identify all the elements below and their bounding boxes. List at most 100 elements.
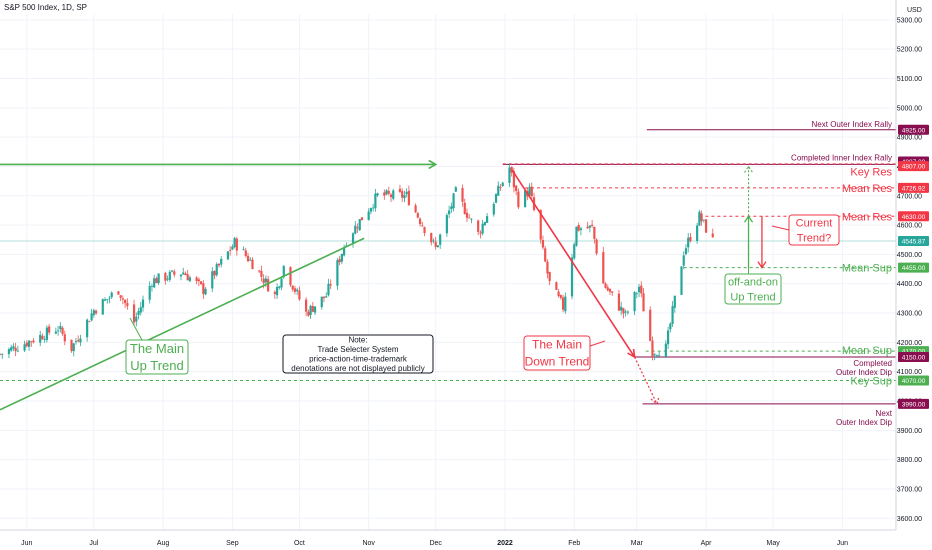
level-4925-badge-label: 4925.00 [902, 127, 926, 134]
candle-body [468, 217, 471, 219]
candle-body [577, 225, 580, 231]
level-4630-badge-label: 4630.00 [902, 214, 926, 221]
candle-body [696, 225, 699, 241]
candle-body [465, 212, 469, 218]
candle-body [273, 291, 276, 294]
candle-body [280, 278, 283, 288]
candle-body [204, 288, 207, 295]
candle-body [611, 291, 614, 293]
candle-body [479, 232, 482, 234]
y-tick-label: 3600.00 [897, 516, 922, 523]
down-trend-projection [634, 356, 658, 405]
candle-body [387, 191, 390, 194]
candle-body [448, 210, 451, 215]
y-tick-label: 4500.00 [897, 252, 922, 259]
level-4726-badge-label: 4726.92 [902, 185, 926, 192]
candle-body [499, 187, 502, 188]
note-callout-box [282, 334, 434, 374]
x-tick-label: May [766, 540, 780, 547]
label-completed-outer-dip-1: Completed [853, 359, 892, 368]
candle-body [517, 191, 520, 208]
candle-body [41, 335, 44, 340]
level-4807-red-badge-label: 4807.00 [902, 164, 926, 171]
candle-body [403, 195, 406, 199]
candle-body [405, 191, 408, 195]
candle-body [523, 190, 527, 207]
candle-body [233, 238, 236, 248]
candle-body [392, 190, 395, 199]
candle-body [689, 236, 692, 242]
note-callout-text-1: Note: [348, 336, 367, 345]
candle-body [588, 225, 591, 228]
candle-body [604, 283, 607, 288]
label-mean-res-1: Mean Res [842, 183, 893, 195]
candle-body [711, 233, 714, 238]
off-on-callout-text-1: off-and-on [728, 276, 778, 288]
level-4726-badge [898, 182, 929, 193]
candle-body [481, 223, 484, 234]
candle-body [166, 278, 169, 280]
candle-body [153, 278, 156, 288]
candle-body [251, 259, 254, 270]
candle-body [338, 259, 341, 263]
candle-body [702, 219, 705, 221]
off-on-projection-head [744, 165, 753, 173]
candle-body [148, 285, 151, 300]
candle-body [235, 238, 238, 251]
candle-body [74, 341, 78, 343]
candle-body [436, 245, 440, 248]
candle-body [546, 261, 549, 274]
candle-body [282, 265, 285, 278]
candle-body [72, 343, 75, 352]
candle-body [108, 297, 111, 299]
level-lines [0, 129, 896, 405]
currency-label: USD [907, 7, 922, 14]
candle-body [202, 283, 205, 294]
main-down-trend-pointer [589, 340, 606, 347]
candle-body [360, 217, 364, 221]
candle-body [401, 191, 404, 198]
candle-body [461, 188, 464, 202]
trend-lines [0, 159, 767, 411]
candle-body [217, 263, 221, 266]
level-4455-badge [898, 262, 929, 273]
level-4150-badge [898, 352, 929, 363]
candle-body [421, 225, 424, 227]
candle-body [673, 295, 676, 308]
candle-body [575, 226, 578, 246]
level-3990-badge [898, 398, 929, 409]
level-4925-badge [898, 124, 929, 135]
candle-body [296, 289, 299, 292]
main-up-trend-callout-text-1: The Main [130, 341, 184, 356]
candle-body [59, 326, 62, 330]
note-callout-text-4: denotations are not displayed publicly [291, 364, 424, 373]
candle-body [48, 326, 51, 333]
x-tick-label: 2022 [497, 540, 513, 547]
candle-body [155, 278, 158, 284]
main-down-trend-callout-text-1: The Main [532, 338, 582, 352]
y-tick-label: 3900.00 [897, 428, 922, 435]
candle-body [492, 203, 495, 215]
candle-body [666, 330, 670, 345]
candle-body [633, 291, 636, 312]
candle-body [414, 205, 417, 213]
candle-body [39, 334, 42, 343]
candle-body [354, 225, 357, 234]
candle-body [637, 286, 641, 293]
candle-body [195, 277, 198, 282]
note-callout-text-2: Trade Selecter System [317, 345, 398, 354]
candle-body [423, 227, 426, 234]
candle-body [539, 209, 542, 240]
level-4150-badge-label: 4150.00 [902, 355, 926, 362]
candle-body [179, 274, 183, 277]
candle-body [327, 283, 330, 296]
current-trend-arrowhead [757, 261, 767, 269]
candle-body [246, 255, 250, 262]
candle-body [242, 249, 245, 251]
main-down-trend-callout-box [523, 335, 591, 371]
main-up-trend-callout-box [125, 339, 189, 375]
label-key-res: Key Res [850, 166, 892, 178]
candle-body [452, 193, 455, 209]
